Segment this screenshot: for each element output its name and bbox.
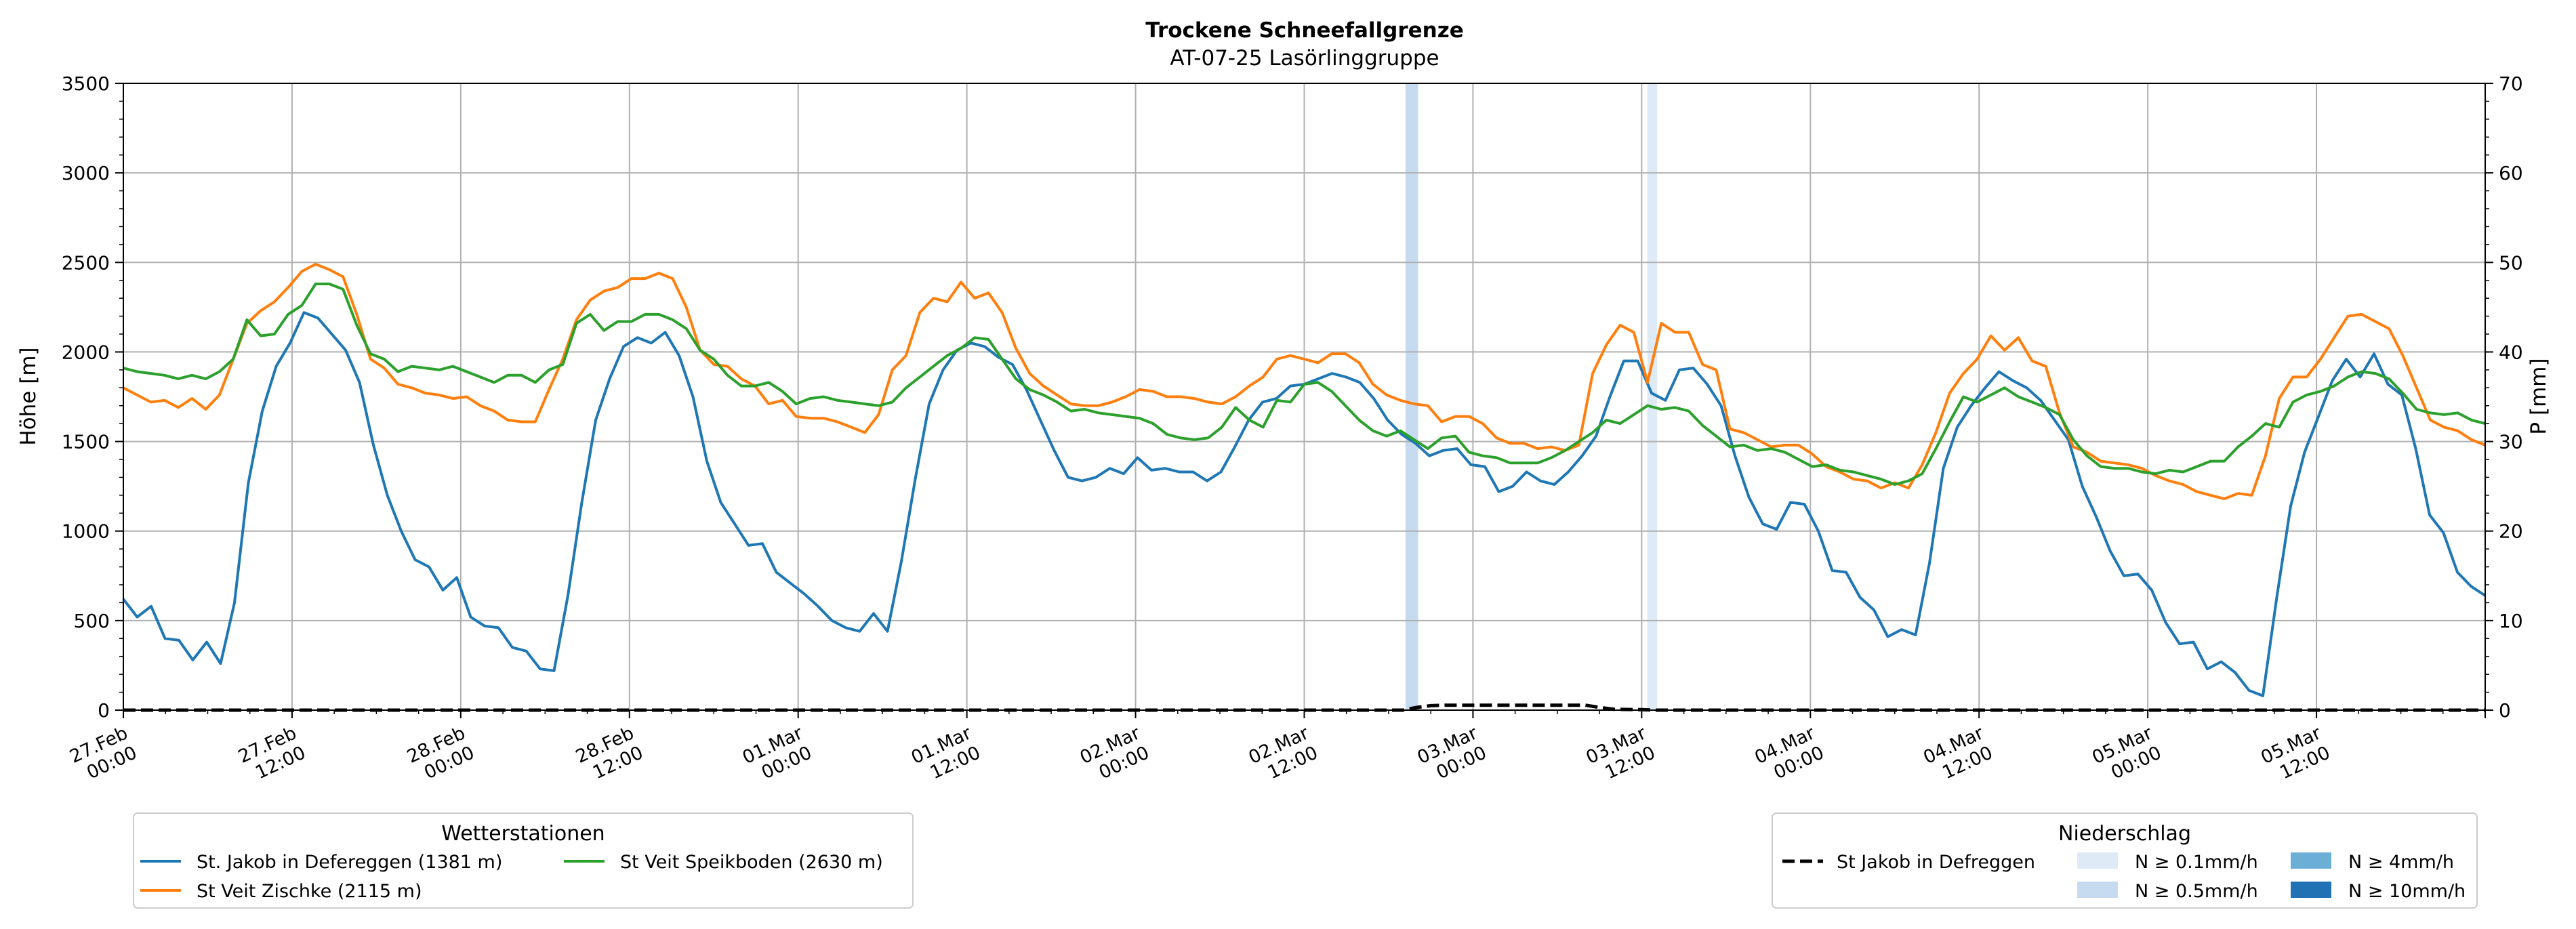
precip-band-0 xyxy=(1405,83,1418,710)
y-axis-right: 0 10 20 30 40 50 60 70 xyxy=(2485,73,2523,722)
legend-precip: Niederschlag St Jakob in Defreggen N ≥ 0… xyxy=(1772,812,2478,909)
y-tick-label-3: 1500 xyxy=(62,431,110,453)
legend-swatch-n4 xyxy=(2291,852,2331,869)
legend-precip-title: Niederschlag xyxy=(2058,822,2191,846)
y2-tick-label-7: 70 xyxy=(2499,73,2523,95)
legend-label-n01: N ≥ 0.1mm/h xyxy=(2135,852,2258,873)
y2-tick-label-0: 0 xyxy=(2499,699,2511,722)
legend-label-jakob: St. Jakob in Defereggen (1381 m) xyxy=(197,852,502,873)
y2-tick-label-4: 40 xyxy=(2499,341,2523,363)
legend-swatch-n01 xyxy=(2077,852,2118,869)
legend-label-precip-line: St Jakob in Defreggen xyxy=(1837,852,2035,873)
legend-label-n10: N ≥ 10mm/h xyxy=(2348,881,2466,902)
y-axis-left: 0 500 1000 1500 2000 2500 3000 3500 xyxy=(62,73,123,722)
y-tick-label-4: 2000 xyxy=(62,341,110,363)
y2-tick-label-6: 60 xyxy=(2499,162,2523,184)
chart-title: Trockene Schneefallgrenze xyxy=(1145,18,1464,43)
legend-label-zischke: St Veit Zischke (2115 m) xyxy=(197,881,422,902)
chart-subtitle: AT-07-25 Lasörlinggruppe xyxy=(1170,46,1439,70)
y2-axis-label: P [mm] xyxy=(2527,358,2551,434)
y2-tick-label-5: 50 xyxy=(2499,251,2523,274)
grid-lines xyxy=(123,83,2485,711)
y-axis-label: Höhe [m] xyxy=(16,347,41,445)
y-tick-label-1: 500 xyxy=(74,610,110,632)
legend-label-n4: N ≥ 4mm/h xyxy=(2348,852,2454,873)
legend-label-speikboden: St Veit Speikboden (2630 m) xyxy=(620,852,883,873)
y-tick-label-5: 2500 xyxy=(62,251,110,274)
legend-stations: Wetterstationen St. Jakob in Defereggen … xyxy=(133,812,914,909)
y-tick-label-6: 3000 xyxy=(62,162,110,184)
y2-tick-label-3: 30 xyxy=(2499,431,2523,453)
legend-swatch-n10 xyxy=(2291,882,2331,898)
legend-swatch-n05 xyxy=(2077,882,2118,898)
series-line-2 xyxy=(123,283,2486,486)
y2-tick-label-2: 20 xyxy=(2499,520,2523,543)
precip-band-1 xyxy=(1647,83,1658,710)
y2-tick-label-1: 10 xyxy=(2499,610,2523,632)
legend-stations-title: Wetterstationen xyxy=(441,822,605,846)
y-tick-label-2: 1000 xyxy=(62,520,110,543)
precip-bands xyxy=(1405,83,1658,710)
y-tick-label-0: 0 xyxy=(98,699,110,722)
y-tick-label-7: 3500 xyxy=(62,73,110,95)
series-line-1 xyxy=(123,262,2486,501)
legend-label-n05: N ≥ 0.5mm/h xyxy=(2135,881,2258,902)
